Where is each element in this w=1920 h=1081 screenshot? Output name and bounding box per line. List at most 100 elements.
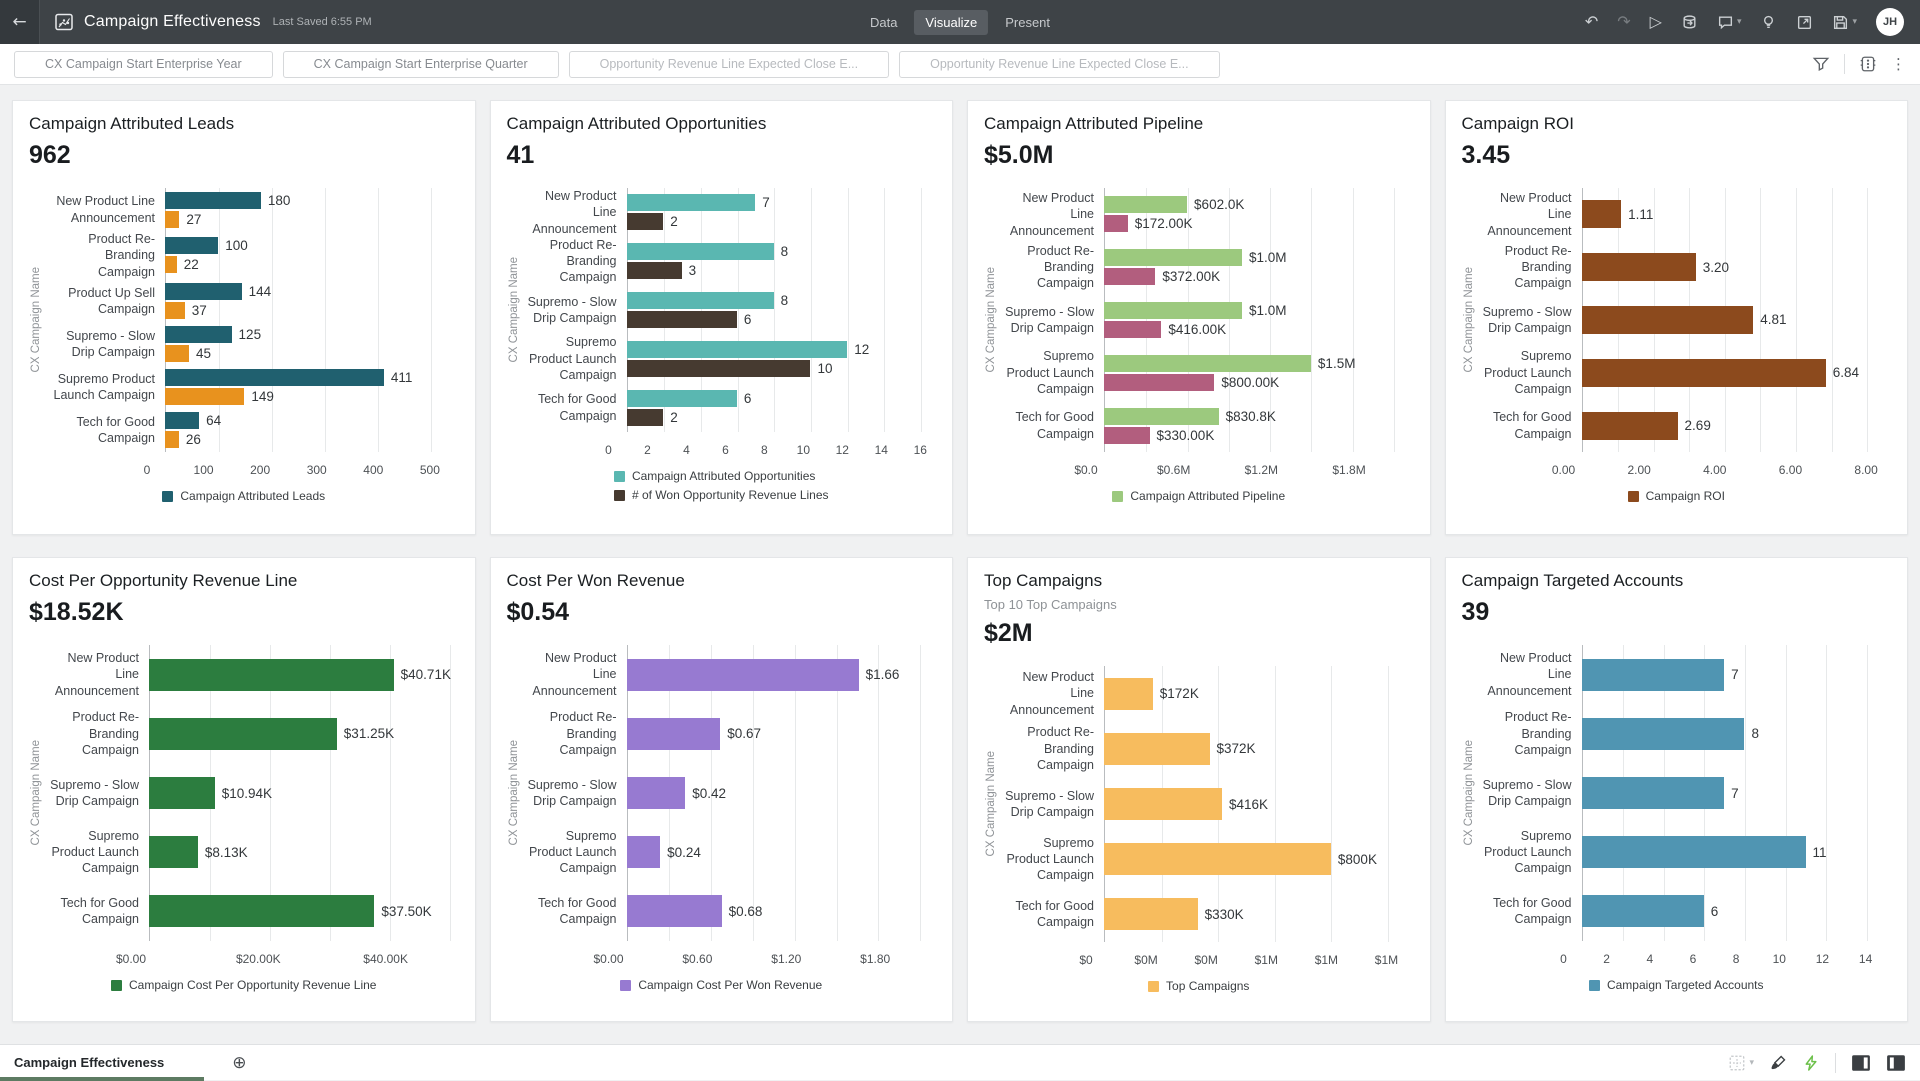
bar-series-1[interactable] (627, 718, 721, 750)
bar-series-1[interactable] (1582, 306, 1754, 334)
comments-button[interactable]: ▾ (1717, 14, 1742, 31)
bar-series-2[interactable] (165, 388, 244, 405)
canvas-layout-button[interactable]: ▾ (1728, 1054, 1754, 1072)
panel-layout-right-button[interactable] (1851, 1054, 1871, 1072)
preview-play-button[interactable]: ▷ (1650, 14, 1662, 30)
bar-series-1[interactable] (627, 292, 774, 309)
legend-item[interactable]: Campaign Cost Per Opportunity Revenue Li… (111, 978, 376, 992)
legend-item[interactable]: Campaign Cost Per Won Revenue (620, 978, 822, 992)
bar-series-2[interactable] (1104, 215, 1128, 232)
bar-series-1[interactable] (1582, 659, 1725, 691)
bar-series-2[interactable] (165, 211, 179, 228)
bar-series-2[interactable] (165, 256, 177, 273)
bar-series-1[interactable] (627, 243, 774, 260)
bar-series-1[interactable] (149, 895, 374, 927)
add-canvas-button[interactable]: ⊕ (232, 1053, 246, 1073)
bar-series-1[interactable] (149, 777, 215, 809)
filter-pill-campaign-start-year[interactable]: CX Campaign Start Enterprise Year (14, 51, 273, 78)
bar-value-label: 149 (251, 389, 274, 404)
filter-bar-options-icon[interactable] (1812, 55, 1830, 73)
bar-series-1[interactable] (165, 412, 199, 429)
bar-series-1[interactable] (165, 237, 218, 254)
bar-series-1[interactable] (1104, 678, 1153, 710)
legend-item[interactable]: # of Won Opportunity Revenue Lines (614, 488, 829, 502)
bar-series-1[interactable] (627, 836, 661, 868)
bar-segment: $372K (1104, 733, 1408, 765)
more-options-icon[interactable]: ⋮ (1891, 55, 1906, 73)
bar-series-2[interactable] (165, 431, 179, 448)
panel-layout-left-button[interactable] (1886, 1054, 1906, 1072)
bar-series-1[interactable] (627, 341, 848, 358)
bar-series-1[interactable] (1104, 898, 1198, 930)
canvas-properties-icon[interactable] (1859, 55, 1877, 73)
bar-series-2[interactable] (165, 345, 189, 362)
bar-series-1[interactable] (149, 659, 394, 691)
save-button[interactable]: ▾ (1832, 14, 1857, 31)
filter-pill-campaign-start-quarter[interactable]: CX Campaign Start Enterprise Quarter (283, 51, 559, 78)
bar-series-1[interactable] (1104, 302, 1242, 319)
bar-series-1[interactable] (1104, 355, 1311, 372)
bar-series-1[interactable] (149, 836, 198, 868)
legend-item[interactable]: Campaign Attributed Pipeline (1112, 489, 1285, 503)
refresh-data-button[interactable] (1681, 14, 1698, 31)
bar-series-1[interactable] (627, 895, 722, 927)
tab-visualize[interactable]: Visualize (914, 10, 988, 35)
bar-series-1[interactable] (1104, 408, 1219, 425)
bar-series-1[interactable] (1582, 200, 1622, 228)
legend-item[interactable]: Top Campaigns (1148, 979, 1249, 993)
legend-item[interactable]: Campaign Attributed Opportunities (614, 469, 815, 483)
tab-present[interactable]: Present (994, 10, 1061, 35)
legend-item[interactable]: Campaign ROI (1628, 489, 1725, 503)
redo-button[interactable]: ↷ (1617, 14, 1630, 30)
bar-series-1[interactable] (165, 369, 384, 386)
bar-series-1[interactable] (165, 283, 242, 300)
bar-segment: $1.0M (1104, 249, 1408, 266)
bar-series-2[interactable] (1104, 374, 1214, 391)
bar-series-1[interactable] (1582, 412, 1678, 440)
filter-pill-expected-close-1[interactable]: Opportunity Revenue Line Expected Close … (569, 51, 889, 78)
export-button[interactable] (1796, 14, 1813, 31)
bar-series-1[interactable] (627, 194, 756, 211)
bar-series-1[interactable] (165, 192, 261, 209)
filter-pill-expected-close-2[interactable]: Opportunity Revenue Line Expected Close … (899, 51, 1219, 78)
bar-series-1[interactable] (627, 777, 686, 809)
bar-series-1[interactable] (627, 659, 859, 691)
insights-button[interactable] (1760, 14, 1777, 31)
bar-series-1[interactable] (1104, 788, 1222, 820)
auto-insights-bolt-icon[interactable] (1802, 1054, 1820, 1072)
tab-data[interactable]: Data (859, 10, 908, 35)
bar-series-2[interactable] (165, 302, 185, 319)
bar-series-1[interactable] (1582, 895, 1704, 927)
legend-item[interactable]: Campaign Attributed Leads (162, 489, 325, 503)
bar-series-1[interactable] (149, 718, 337, 750)
canvas-tab-campaign-effectiveness[interactable]: Campaign Effectiveness (0, 1045, 204, 1081)
legend-label: Campaign Attributed Opportunities (632, 469, 815, 483)
bar-series-2[interactable] (627, 311, 737, 328)
bar-segment: $830.8K (1104, 408, 1408, 425)
category-label: Supremo - Slow Drip Campaign (1002, 304, 1104, 337)
bar-series-2[interactable] (1104, 268, 1155, 285)
style-brush-button[interactable] (1769, 1054, 1787, 1072)
bar-series-1[interactable] (1582, 836, 1806, 868)
bar-series-2[interactable] (1104, 321, 1161, 338)
bar-series-1[interactable] (165, 326, 232, 343)
bar-series-1[interactable] (1582, 777, 1725, 809)
legend-item[interactable]: Campaign Targeted Accounts (1589, 978, 1764, 992)
bar-series-1[interactable] (1104, 249, 1242, 266)
user-avatar[interactable]: JH (1876, 8, 1904, 36)
bar-series-1[interactable] (627, 390, 737, 407)
category-label: Supremo Product Launch Campaign (525, 828, 627, 877)
back-button[interactable]: ← (0, 0, 40, 44)
bar-series-1[interactable] (1582, 718, 1745, 750)
bar-series-1[interactable] (1104, 843, 1331, 875)
bar-series-1[interactable] (1104, 196, 1187, 213)
undo-button[interactable]: ↶ (1585, 14, 1598, 30)
bar-series-2[interactable] (627, 213, 664, 230)
bar-series-1[interactable] (1582, 359, 1826, 387)
bar-series-2[interactable] (627, 360, 811, 377)
bar-series-2[interactable] (627, 262, 682, 279)
bar-series-2[interactable] (1104, 427, 1150, 444)
bar-series-1[interactable] (1582, 253, 1696, 281)
bar-series-1[interactable] (1104, 733, 1210, 765)
bar-series-2[interactable] (627, 409, 664, 426)
